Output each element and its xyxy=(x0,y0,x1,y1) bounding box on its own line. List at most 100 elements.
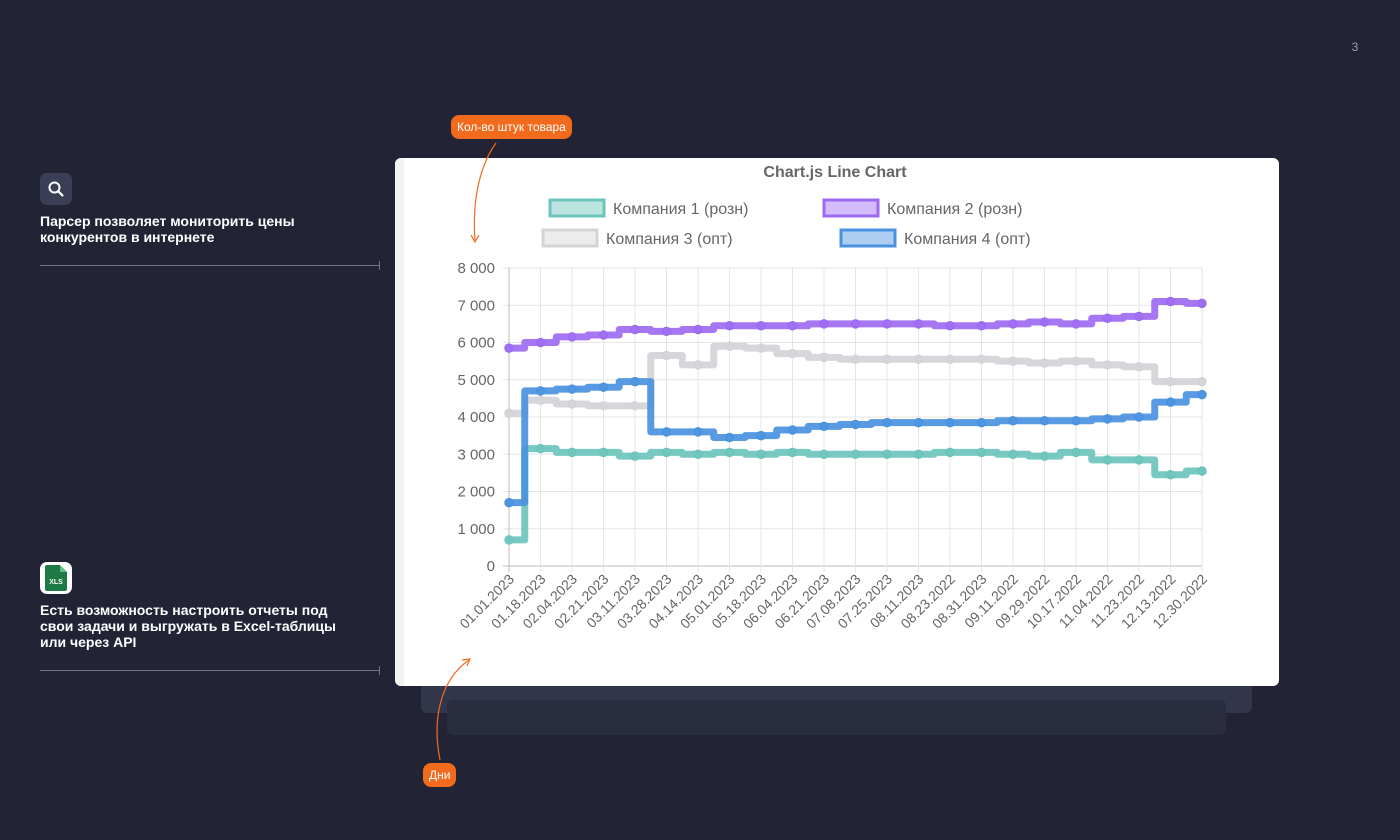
y-tick-label: 7 000 xyxy=(457,297,495,314)
y-tick-label: 1 000 xyxy=(457,521,495,538)
legend-label: Компания 1 (розн) xyxy=(613,201,748,218)
data-point xyxy=(1039,415,1050,426)
data-point xyxy=(567,332,577,342)
data-point xyxy=(1008,415,1018,426)
y-tick-label: 6 000 xyxy=(457,335,495,352)
data-point xyxy=(1102,360,1113,370)
feature-parser: Парсер позволяет мониторить цены конкуре… xyxy=(40,173,385,245)
data-point xyxy=(945,354,955,365)
series-line xyxy=(505,378,1206,507)
data-point xyxy=(787,447,798,458)
data-point xyxy=(913,449,924,459)
data-point xyxy=(1071,356,1081,366)
data-point xyxy=(756,449,766,459)
y-tick-label: 5 000 xyxy=(457,372,495,389)
data-point xyxy=(630,401,640,411)
series-line xyxy=(505,342,1206,417)
line-chart: Chart.js Line Chart Компания 1 (розн) Комп… xyxy=(456,164,1210,632)
xls-file-icon: XLS xyxy=(40,562,72,594)
data-point xyxy=(1008,356,1018,366)
card-edge xyxy=(395,158,404,686)
data-point xyxy=(567,384,577,394)
data-point xyxy=(756,343,766,353)
data-point xyxy=(567,399,577,409)
data-point xyxy=(1197,298,1207,309)
data-point xyxy=(1039,358,1050,368)
data-point xyxy=(1071,319,1081,329)
data-point xyxy=(1197,376,1207,387)
feature-reports-text: Есть возможность настроить отчеты под св… xyxy=(40,602,336,650)
legend-swatch xyxy=(822,198,880,218)
search-icon xyxy=(40,173,72,205)
data-point xyxy=(850,419,861,430)
data-point xyxy=(724,447,735,458)
data-point xyxy=(976,417,987,428)
data-point xyxy=(693,324,703,335)
data-point xyxy=(913,354,924,365)
data-point xyxy=(1039,451,1050,461)
legend-swatch xyxy=(548,198,606,218)
data-point xyxy=(567,447,577,458)
legend-swatch xyxy=(839,228,897,248)
data-point xyxy=(1102,455,1113,465)
data-point xyxy=(850,354,861,365)
data-point xyxy=(756,430,766,441)
feature-reports: XLS Есть возможность настроить отчеты по… xyxy=(40,562,385,650)
data-point xyxy=(1197,466,1207,476)
data-point xyxy=(1102,313,1113,324)
data-point xyxy=(598,382,609,392)
data-point xyxy=(661,350,672,361)
data-point xyxy=(630,376,640,387)
data-point xyxy=(1008,449,1018,459)
data-point xyxy=(535,386,546,396)
xls-icon-label: XLS xyxy=(49,579,63,586)
y-tick-label: 0 xyxy=(487,558,495,575)
y-tick-label: 4 000 xyxy=(457,409,495,426)
legend-label: Компания 4 (опт) xyxy=(904,231,1031,248)
data-point xyxy=(598,447,609,458)
data-point xyxy=(661,427,672,437)
data-point xyxy=(661,326,672,337)
y-tick-label: 2 000 xyxy=(457,484,495,501)
data-point xyxy=(661,447,672,458)
legend-swatch xyxy=(541,228,599,248)
page-number: 3 xyxy=(1351,40,1359,54)
data-point xyxy=(1134,311,1144,322)
data-point xyxy=(598,330,609,340)
feature-divider xyxy=(40,261,380,270)
data-point xyxy=(598,401,609,411)
data-point xyxy=(693,449,703,459)
data-point xyxy=(504,343,514,353)
data-point xyxy=(630,324,640,335)
data-point xyxy=(1197,389,1207,400)
chart-title: Chart.js Line Chart xyxy=(763,164,907,181)
data-point xyxy=(976,354,987,365)
data-point xyxy=(1071,415,1081,426)
data-point xyxy=(535,337,546,348)
data-point xyxy=(1039,317,1050,327)
data-point xyxy=(913,319,924,329)
data-point xyxy=(1008,319,1018,329)
data-point xyxy=(850,449,861,459)
data-point xyxy=(787,320,798,331)
data-point xyxy=(882,449,892,459)
y-axis-callout: Кол-во штук товара xyxy=(451,115,572,139)
data-point xyxy=(945,320,955,331)
data-point xyxy=(882,417,892,428)
data-point xyxy=(1102,414,1113,424)
data-point xyxy=(504,535,514,545)
data-point xyxy=(1134,412,1144,422)
data-point xyxy=(693,427,703,437)
data-point xyxy=(787,348,798,359)
data-point xyxy=(693,360,703,370)
data-point xyxy=(724,341,735,351)
data-point xyxy=(1134,361,1144,372)
data-point xyxy=(630,451,640,461)
data-point xyxy=(882,319,892,329)
series-line xyxy=(505,445,1206,544)
data-point xyxy=(1165,397,1176,407)
data-point xyxy=(819,449,829,459)
data-point xyxy=(976,320,987,331)
legend-label: Компания 2 (розн) xyxy=(887,201,1022,218)
data-point xyxy=(882,354,892,365)
